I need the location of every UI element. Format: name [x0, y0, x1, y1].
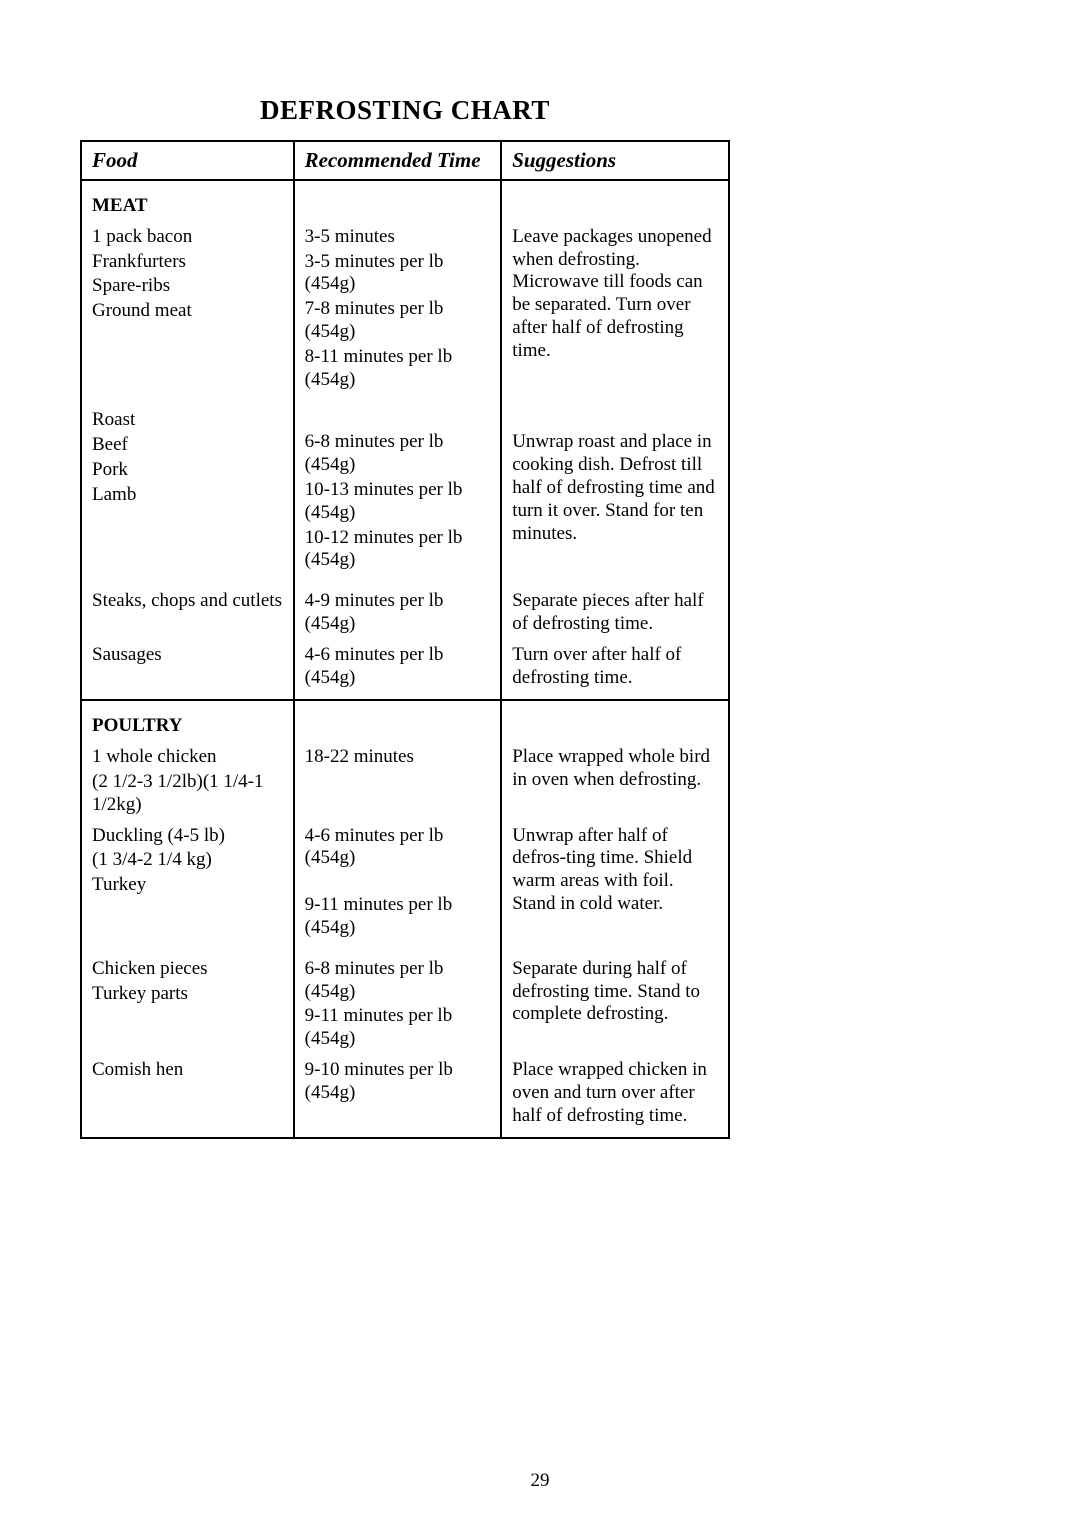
cell-blank: [294, 180, 502, 222]
chart-title: DEFROSTING CHART: [260, 95, 1030, 126]
defrosting-table: Food Recommended Time Suggestions MEAT 1…: [80, 140, 730, 1139]
sugg-cornish: Place wrapped chicken in oven and turn o…: [501, 1055, 729, 1138]
food-spare: Spare-ribs: [92, 275, 285, 298]
poultry-heading: POULTRY: [81, 700, 294, 742]
sugg-sausages: Turn over after half of defrosting time.: [501, 640, 729, 701]
food-duckling: Duckling (4-5 lb): [92, 825, 285, 848]
food-whole: 1 whole chicken: [92, 746, 285, 769]
food-cell: 1 whole chicken (2 1/2-3 1/2lb)(1 1/4-1 …: [81, 742, 294, 820]
time-parts: 9-11 minutes per lb (454g): [305, 1005, 493, 1051]
food-whole-wt: (2 1/2-3 1/2lb)(1 1/4-1 1/2kg): [92, 771, 285, 817]
food-turkey: Turkey: [92, 874, 285, 897]
sugg-duckling: Unwrap after half of defros-ting time. S…: [501, 821, 729, 944]
sugg-cell: Leave packages unopened when defrosting.…: [501, 222, 729, 396]
food-pork: Pork: [92, 459, 285, 482]
sugg-steaks: Separate pieces after half of defrosting…: [501, 586, 729, 640]
meat-row-roast: Roast Beef Pork Lamb 6-8 minutes per lb …: [81, 405, 729, 576]
cell-blank: [501, 180, 729, 222]
table-header-row: Food Recommended Time Suggestions: [81, 141, 729, 180]
cell-blank: [305, 872, 493, 894]
meat-row-steaks: Steaks, chops and cutlets 4-9 minutes pe…: [81, 586, 729, 640]
meat-row-sausages: Sausages 4-6 minutes per lb (454g) Turn …: [81, 640, 729, 701]
col-food: Food: [81, 141, 294, 180]
food-frank: Frankfurters: [92, 251, 285, 274]
food-lamb: Lamb: [92, 484, 285, 507]
cell-blank: [294, 700, 502, 742]
col-time: Recommended Time: [294, 141, 502, 180]
spacer-row: [81, 944, 729, 954]
sugg-pieces: Separate during half of defrosting time.…: [501, 954, 729, 1055]
time-bacon: 3-5 minutes: [305, 226, 493, 249]
food-cell: Roast Beef Pork Lamb: [81, 405, 294, 576]
time-spare: 7-8 minutes per lb (454g): [305, 298, 493, 344]
food-cornish: Comish hen: [81, 1055, 294, 1138]
food-pieces: Chicken pieces: [92, 958, 285, 981]
meat-row-bacon: 1 pack bacon Frankfurters Spare-ribs Gro…: [81, 222, 729, 396]
time-steaks: 4-9 minutes per lb (454g): [294, 586, 502, 640]
poultry-heading-text: POULTRY: [92, 715, 182, 736]
roast-heading: Roast: [92, 409, 285, 432]
food-cell: Duckling (4-5 lb) (1 3/4-2 1/4 kg) Turke…: [81, 821, 294, 944]
time-lamb: 10-12 minutes per lb (454g): [305, 527, 493, 573]
food-steaks: Steaks, chops and cutlets: [81, 586, 294, 640]
food-ground: Ground meat: [92, 300, 285, 323]
spacer-row: [81, 395, 729, 405]
page-number: 29: [0, 1470, 1080, 1492]
spacer-row: [81, 576, 729, 586]
food-beef: Beef: [92, 434, 285, 457]
meat-heading: MEAT: [81, 180, 294, 222]
time-cell: 6-8 minutes per lb (454g) 10-13 minutes …: [294, 405, 502, 576]
time-pork: 10-13 minutes per lb (454g): [305, 479, 493, 525]
food-duckling-wt: (1 3/4-2 1/4 kg): [92, 849, 285, 872]
food-bacon: 1 pack bacon: [92, 226, 285, 249]
food-sausages: Sausages: [81, 640, 294, 701]
poultry-row-heading: POULTRY: [81, 700, 729, 742]
food-parts: Turkey parts: [92, 983, 285, 1006]
poultry-row-duckling: Duckling (4-5 lb) (1 3/4-2 1/4 kg) Turke…: [81, 821, 729, 944]
time-cell: 6-8 minutes per lb (454g) 9-11 minutes p…: [294, 954, 502, 1055]
time-beef: 6-8 minutes per lb (454g): [305, 431, 493, 477]
time-pieces: 6-8 minutes per lb (454g): [305, 958, 493, 1004]
time-turkey: 9-11 minutes per lb (454g): [305, 894, 493, 940]
sugg-cell: Unwrap roast and place in cooking dish. …: [501, 405, 729, 576]
food-cell: Chicken pieces Turkey parts: [81, 954, 294, 1055]
time-sausages: 4-6 minutes per lb (454g): [294, 640, 502, 701]
poultry-row-whole: 1 whole chicken (2 1/2-3 1/2lb)(1 1/4-1 …: [81, 742, 729, 820]
meat-heading-text: MEAT: [92, 195, 148, 216]
poultry-row-pieces: Chicken pieces Turkey parts 6-8 minutes …: [81, 954, 729, 1055]
time-frank: 3-5 minutes per lb (454g): [305, 251, 493, 297]
meat-row-heading: MEAT: [81, 180, 729, 222]
time-duckling: 4-6 minutes per lb (454g): [305, 825, 493, 871]
time-ground: 8-11 minutes per lb (454g): [305, 346, 493, 392]
time-cell: 4-6 minutes per lb (454g) 9-11 minutes p…: [294, 821, 502, 944]
food-cell: 1 pack bacon Frankfurters Spare-ribs Gro…: [81, 222, 294, 396]
col-sugg: Suggestions: [501, 141, 729, 180]
sugg-whole: Place wrapped whole bird in oven when de…: [501, 742, 729, 820]
poultry-row-cornish: Comish hen 9-10 minutes per lb (454g) Pl…: [81, 1055, 729, 1138]
time-whole: 18-22 minutes: [294, 742, 502, 820]
time-cornish: 9-10 minutes per lb (454g): [294, 1055, 502, 1138]
time-cell: 3-5 minutes 3-5 minutes per lb (454g) 7-…: [294, 222, 502, 396]
page: DEFROSTING CHART Food Recommended Time S…: [0, 0, 1080, 1527]
cell-blank: [501, 700, 729, 742]
